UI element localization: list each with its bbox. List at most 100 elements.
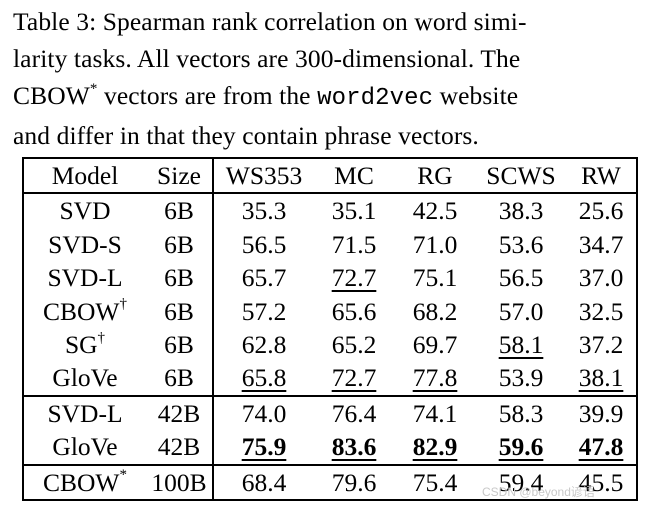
model-name: CBOW: [43, 296, 120, 326]
size-cell: 42B: [146, 430, 214, 465]
table-row: GloVe 6B 65.8 72.7 77.8 53.9 38.1: [22, 361, 638, 396]
score-cell-scws: 56.5: [476, 261, 566, 294]
score-cell-rg: 71.0: [394, 228, 476, 261]
model-sup: †: [97, 329, 106, 346]
score-value: 35.3: [241, 196, 287, 226]
model-cell: SVD-L: [22, 394, 146, 431]
score-value: 75.1: [412, 263, 458, 293]
caption-line-3: CBOW* vectors are from the word2vec webs…: [13, 77, 653, 117]
score-cell-rg: 69.7: [394, 328, 476, 361]
score-value: 71.0: [412, 229, 458, 259]
model-cell: CBOW†: [22, 294, 146, 329]
score-cell-ws353: 75.9: [213, 430, 314, 464]
size-cell: 6B: [146, 361, 214, 396]
score-value: 56.5: [498, 263, 544, 293]
score-value: 32.5: [578, 296, 624, 326]
score-value: 38.3: [498, 196, 544, 226]
score-value: 72.7: [331, 363, 377, 393]
score-cell-mc: 65.2: [314, 328, 394, 361]
score-cell-scws: 53.6: [476, 228, 566, 261]
score-cell-rg: 68.2: [394, 295, 476, 328]
model-sup: †: [119, 296, 128, 313]
score-cell-scws: 38.3: [476, 192, 566, 228]
table-row: GloVe 42B 75.9 83.6 82.9 59.6 47.8: [22, 430, 638, 465]
results-table: Model Size WS353 MC RG SCWS RW SVD 6B 35.3…: [22, 156, 638, 502]
score-value: 56.5: [241, 229, 287, 259]
score-cell-mc: 72.7: [314, 261, 394, 294]
score-cell-rg: 42.5: [394, 192, 476, 228]
score-cell-mc: 65.6: [314, 295, 394, 328]
header-scws: SCWS: [476, 156, 566, 194]
model-name: CBOW: [43, 467, 120, 497]
size-cell: 6B: [146, 227, 214, 262]
size-cell: 6B: [146, 192, 214, 228]
table-caption: Table 3: Spearman rank correlation on wo…: [13, 3, 653, 154]
model-name: GloVe: [52, 432, 118, 462]
score-value: 74.1: [412, 398, 458, 428]
size-cell: 6B: [146, 294, 214, 329]
caption-cbow: CBOW: [13, 81, 90, 110]
score-cell-rg: 77.8: [394, 361, 476, 395]
score-cell-mc: 83.6: [314, 430, 394, 464]
model-cell: CBOW*: [22, 463, 146, 502]
caption-word2vec: word2vec: [317, 85, 434, 112]
score-cell-rw: 39.9: [566, 394, 638, 431]
score-value: 62.8: [241, 330, 287, 360]
score-value: 34.7: [578, 229, 624, 259]
score-value: 72.7: [331, 263, 377, 293]
header-mc: MC: [314, 156, 394, 194]
score-value: 53.9: [498, 363, 544, 393]
watermark: CSDN @beyond谚语: [482, 485, 595, 499]
score-value: 76.4: [331, 398, 377, 428]
header-size: Size: [146, 156, 214, 194]
score-cell-scws: 53.9: [476, 361, 566, 395]
score-cell-rg: 74.1: [394, 394, 476, 431]
score-value: 79.6: [331, 467, 377, 497]
score-cell-rg: 75.4: [394, 463, 476, 502]
size-cell: 6B: [146, 261, 214, 295]
header-model: Model: [22, 156, 146, 194]
score-value: 57.2: [241, 296, 287, 326]
caption-text: vectors are from the: [97, 81, 318, 110]
score-value: 65.7: [241, 263, 287, 293]
model-cell: SVD: [22, 192, 146, 228]
caption-line-2: larity tasks. All vectors are 300-dimens…: [13, 44, 521, 73]
model-sup: *: [119, 467, 128, 484]
score-cell-ws353: 65.7: [213, 261, 314, 294]
model-name: SVD-S: [48, 229, 122, 259]
score-value: 75.4: [412, 467, 458, 497]
table-row: CBOW* 100B 68.4 79.6 75.4 59.4 45.5: [22, 463, 638, 502]
score-cell-rw: 32.5: [566, 294, 638, 329]
score-value: 69.7: [412, 330, 458, 360]
caption-cbow-sup: *: [89, 80, 98, 97]
score-cell-ws353: 62.8: [213, 328, 314, 361]
score-cell-ws353: 74.0: [213, 394, 314, 431]
score-value: 53.6: [498, 229, 544, 259]
score-value: 57.0: [498, 296, 544, 326]
score-cell-scws: 57.0: [476, 295, 566, 328]
size-cell: 6B: [146, 328, 214, 362]
model-cell: SVD-S: [22, 227, 146, 262]
table-row: CBOW† 6B 57.2 65.6 68.2 57.0 32.5: [22, 294, 638, 329]
score-value: 77.8: [412, 363, 458, 393]
caption-line-4: and differ in that they contain phrase v…: [13, 121, 479, 150]
score-cell-rg: 82.9: [394, 430, 476, 464]
header-ws353: WS353: [213, 156, 314, 194]
score-value: 65.2: [331, 330, 377, 360]
score-value: 47.8: [578, 432, 624, 462]
score-cell-ws353: 35.3: [213, 192, 314, 228]
score-value: 82.9: [412, 432, 458, 462]
caption-website: website: [433, 81, 519, 110]
score-cell-mc: 76.4: [314, 394, 394, 431]
model-name: SG: [64, 330, 98, 360]
score-cell-ws353: 65.8: [213, 361, 314, 395]
score-value: 75.9: [241, 432, 287, 462]
score-value: 39.9: [578, 398, 624, 428]
score-cell-rw: 37.0: [566, 261, 638, 295]
score-cell-rg: 75.1: [394, 261, 476, 294]
score-value: 59.4: [498, 467, 544, 497]
score-cell-mc: 35.1: [314, 192, 394, 228]
score-cell-rw: 45.5: [566, 463, 638, 502]
score-cell-scws: 59.4: [476, 463, 566, 502]
header-rw: RW: [566, 156, 638, 194]
